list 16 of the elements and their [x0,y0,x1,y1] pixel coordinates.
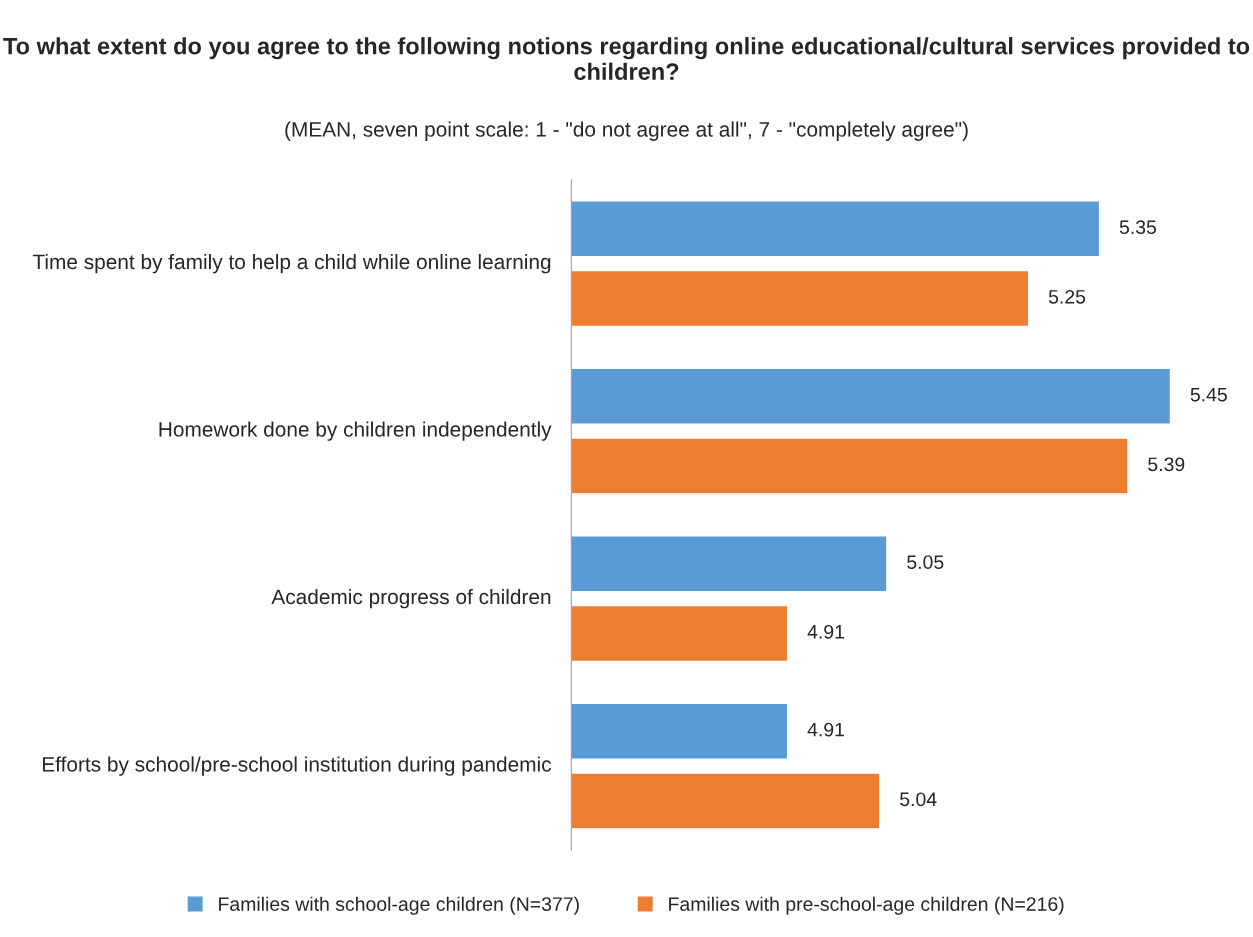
y-tick-label: Homework done by children independently [159,421,552,441]
data-label: 5.04 [900,792,937,807]
data-label: 5.45 [1190,387,1227,402]
y-tick-label: Efforts by school/pre-school institution during pandemic [42,756,552,776]
data-label: 5.39 [1148,457,1185,472]
chart-subtitle: (MEAN, seven point scale: 1 - "do not agree at all", 7 - "completely agree") [285,121,968,141]
y-tick-label: Time spent by family to help a child while online learning [32,253,551,274]
legend-label: Families with pre-school-age children (N=216) [669,896,1064,915]
data-label: 4.91 [807,722,844,737]
data-label: 5.35 [1119,220,1157,235]
y-tick-label: Academic progress of children [271,588,551,609]
legend-label: Families with school-age children (N=377) [219,896,579,915]
data-label: 4.91 [807,624,844,639]
chart-title: To what extent do you agree to the following notions regarding online educational/cultural services provided to children? [3,37,1250,81]
data-label: 5.25 [1048,289,1086,304]
data-label: 5.05 [907,555,944,570]
